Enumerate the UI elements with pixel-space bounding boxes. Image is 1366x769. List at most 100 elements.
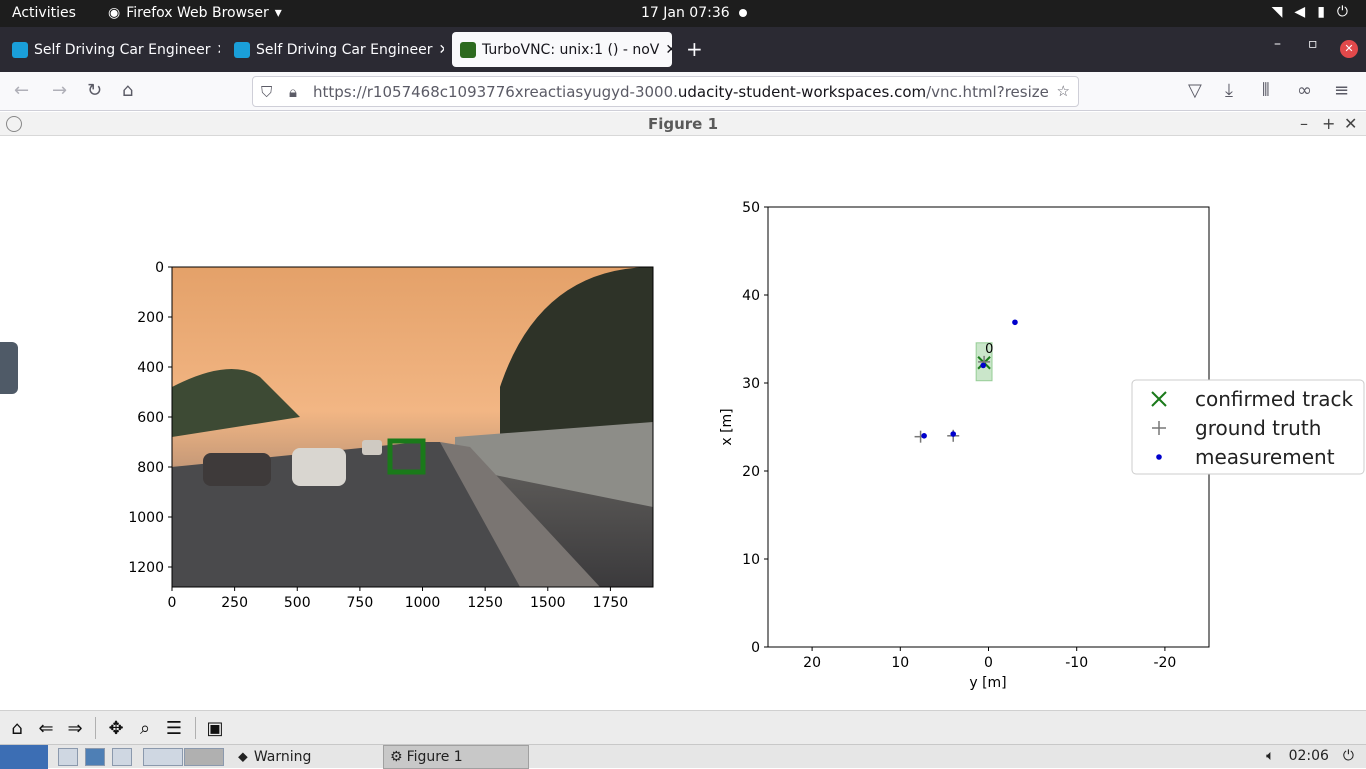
car-far [362, 440, 382, 455]
file-manager-icon[interactable] [58, 748, 78, 766]
x-tick-label: 750 [347, 595, 374, 611]
desktop-1-icon[interactable] [143, 748, 183, 766]
configure-icon[interactable]: ☰ [165, 717, 183, 739]
legend-frame [1131, 379, 1365, 475]
taskbar: ⬥ Warning ⚙ Figure 1 🔈︎ 02:06 ⏻ [0, 744, 1366, 769]
download-icon[interactable]: ⤓ [1225, 80, 1233, 101]
camera-image-axes: 0 250 500 750 1000 1250 1500 1750 0 200 400 600 800 1… [128, 260, 654, 611]
volume-icon[interactable]: 🔈︎ [1266, 748, 1275, 764]
maximize-icon[interactable]: + [1322, 114, 1336, 133]
matplotlib-icon: ⚙ [390, 749, 403, 765]
figure-title: Figure 1 [647, 115, 719, 133]
power-icon[interactable]: ⏻ [1342, 748, 1354, 764]
legend-items: confirmed track ground truth measurement [1151, 387, 1354, 469]
measurement-point [921, 433, 927, 439]
reload-icon[interactable]: ↻ [87, 80, 103, 101]
tab-turbovnc[interactable]: TurboVNC: unix:1 () - noV ✕ [452, 32, 672, 67]
x-tick-label: 250 [221, 595, 248, 611]
y-tick-label: 200 [137, 310, 164, 326]
extensions-icon[interactable]: ∞ [1297, 80, 1312, 101]
maximize-button[interactable]: ▫ [1308, 36, 1318, 52]
menu-icon[interactable]: ≡ [1334, 80, 1350, 101]
home-icon[interactable]: ⌂ [122, 80, 134, 101]
taskbar-figure-1[interactable]: ⚙ Figure 1 [383, 745, 529, 769]
system-tray[interactable]: ◥ ◀ ▮ ⏻ [1272, 4, 1348, 20]
pocket-icon[interactable]: ▽ [1188, 80, 1202, 101]
y-axis-label: x [m] [719, 408, 735, 445]
url-prefix: https://r1057468c1093776xreactiasyugyd-3… [313, 83, 678, 101]
window-icon[interactable] [112, 748, 132, 766]
x-tick-label: 1500 [530, 595, 566, 611]
left-ticks: 0 250 500 750 1000 1250 1500 1750 0 200 400 600 800 1… [128, 260, 628, 611]
figure-label: Figure 1 [406, 749, 463, 765]
activities-button[interactable]: Activities [12, 5, 76, 21]
toolbar-separator [195, 717, 196, 739]
vnc-side-handle[interactable] [0, 342, 18, 394]
forward-arrow-icon[interactable]: → [52, 80, 68, 101]
bookmark-star-icon[interactable]: ☆ [1056, 82, 1070, 100]
taskbar-warning[interactable]: ⬥ Warning [232, 745, 382, 769]
minimize-button[interactable]: – [1274, 36, 1281, 52]
udacity-icon [234, 41, 250, 58]
taskbar-clock[interactable]: 02:06 [1288, 748, 1329, 764]
legend-label: confirmed track [1195, 387, 1354, 411]
close-window-button[interactable]: ✕ [1340, 40, 1358, 58]
y-tick-label: 400 [137, 360, 164, 376]
home-icon[interactable]: ⌂ [11, 717, 23, 739]
figure-svg: 0 250 500 750 1000 1250 1500 175002004006008001… [128, 200, 1365, 691]
sidewalk [440, 442, 600, 587]
url-bar[interactable]: ⛉ 🔒︎ https://r1057468c1093776xreactiasyu… [252, 76, 1079, 107]
figure-title-bar: Figure 1 – + ✕ [0, 112, 1366, 136]
taskbar-tray: 🔈︎ 02:06 ⏻ [1266, 748, 1354, 764]
clock[interactable]: 17 Jan 07:36 [641, 5, 730, 21]
y-tick-label: 600 [137, 410, 164, 426]
tab-udacity-1[interactable]: Self Driving Car Engineer ✕ [4, 32, 220, 67]
app-menu[interactable]: ◉ Firefox Web Browser ▾ [108, 5, 282, 21]
volume-icon: ◀ [1294, 4, 1306, 20]
y-tick-label: 800 [137, 460, 164, 476]
close-icon[interactable]: ✕ [217, 42, 221, 58]
back-arrow-icon[interactable]: ← [14, 80, 30, 101]
x-tick-label: 1000 [405, 595, 441, 611]
back-icon[interactable]: ⇐ [38, 717, 54, 739]
y-tick-label: 1000 [128, 510, 164, 526]
desktop-2-icon[interactable] [184, 748, 224, 766]
tab-bar: Self Driving Car Engineer ✕ Self Driving… [0, 27, 1366, 72]
pan-icon[interactable]: ✥ [108, 717, 124, 739]
figure-canvas[interactable]: 0 250 500 750 1000 1250 1500 1750 0 200 400 600 800 1… [0, 137, 1366, 710]
tab-udacity-2[interactable]: Self Driving Car Engineer ✕ [226, 32, 444, 67]
new-tab-button[interactable]: + [686, 37, 703, 61]
x-tick-label: 0 [984, 655, 993, 671]
x-tick-label: 1250 [467, 595, 503, 611]
x-tick-label: -10 [1065, 655, 1088, 671]
udacity-icon [12, 41, 28, 58]
wifi-icon: ◥ [1271, 4, 1283, 20]
warning-icon: ⬥ [238, 749, 248, 765]
y-tick-label: 50 [742, 200, 760, 216]
trees-left [172, 369, 300, 437]
minimize-icon[interactable]: – [1300, 114, 1308, 133]
right-ticks: 20 10 0 -10 -20 0 10 20 30 40 50 [742, 200, 1176, 671]
close-icon[interactable]: ✕ [1344, 114, 1358, 133]
measurement-point [980, 362, 987, 369]
save-icon[interactable]: ▣ [206, 717, 224, 739]
navigation-bar: ← → ↻ ⌂ ⛉ 🔒︎ https://r1057468c1093776xre… [0, 72, 1366, 111]
y-tick-label: 0 [155, 260, 164, 276]
close-icon[interactable]: ✕ [665, 41, 672, 58]
zoom-icon[interactable]: ⌕ [139, 717, 151, 739]
x-tick-label: 1750 [593, 595, 629, 611]
x-tick-label: 20 [803, 655, 821, 671]
y-tick-label: 1200 [128, 560, 164, 576]
matplotlib-icon [6, 116, 22, 132]
x-tick-label: 0 [168, 595, 177, 611]
start-menu-button[interactable] [0, 745, 48, 769]
close-icon[interactable]: ✕ [439, 42, 445, 58]
x-tick-label: 10 [891, 655, 909, 671]
lock-icon[interactable]: 🔒︎ [289, 83, 297, 101]
shield-icon[interactable]: ⛉ [261, 83, 273, 101]
terminal-icon[interactable] [85, 748, 105, 766]
y-tick-label: 10 [742, 552, 760, 568]
firefox-icon: ◉ [108, 5, 121, 21]
forward-icon[interactable]: ⇒ [67, 717, 83, 739]
library-icon[interactable]: ⫴ [1262, 80, 1270, 101]
